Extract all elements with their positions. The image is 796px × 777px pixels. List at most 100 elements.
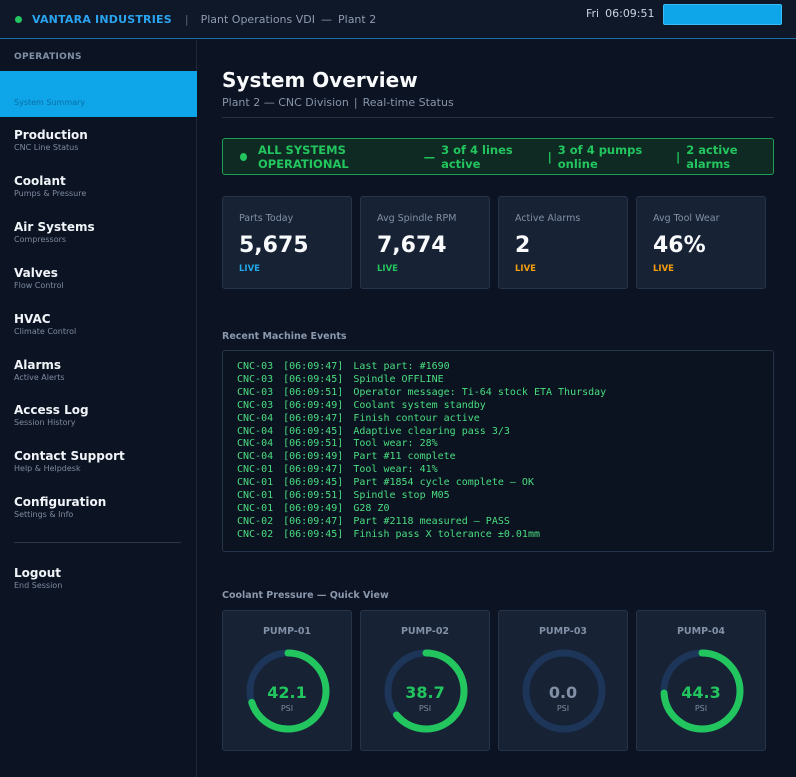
pump-card-03[interactable]: PUMP-03 0.0 PSI — [498, 610, 628, 751]
pump-pressure-value: 42.1 — [267, 683, 307, 702]
title-divider — [222, 117, 774, 118]
pump-gauge — [660, 649, 744, 733]
stat-card-avg-tool-wear: Avg Tool Wear 46% LIVE — [636, 196, 766, 289]
pump-gauge — [246, 649, 330, 733]
log-timestamp: [06:09:51] — [283, 490, 344, 502]
stat-card-active-alarms: Active Alarms 2 LIVE — [498, 196, 628, 289]
stat-label: Avg Spindle RPM — [377, 213, 457, 224]
log-line: CNC-01 [06:09:47] Tool wear: 41% — [237, 464, 759, 477]
log-machine: CNC-01 — [237, 464, 274, 476]
pump-pressure-unit: PSI — [694, 704, 708, 713]
log-message: Last part: #1690 — [353, 361, 450, 372]
sidebar-item-valves[interactable]: Valves Flow Control — [14, 266, 64, 291]
pump-pressure-value: 44.3 — [681, 683, 721, 702]
sidebar-item-label: Contact Support — [14, 449, 125, 463]
log-timestamp: [06:09:51] — [283, 438, 344, 450]
pump-pressure-unit: PSI — [556, 704, 570, 713]
pump-pressure-value: 0.0 — [548, 683, 578, 702]
gauge-fill-arc — [660, 649, 744, 733]
stat-label: Active Alarms — [515, 213, 581, 224]
brand-separator: | — [184, 12, 189, 26]
log-machine: CNC-01 — [237, 477, 274, 489]
log-machine: CNC-03 — [237, 373, 274, 385]
top-action-button[interactable] — [663, 4, 782, 25]
log-timestamp: [06:09:49] — [283, 399, 344, 411]
pump-card-02[interactable]: PUMP-02 38.7 PSI — [360, 610, 490, 751]
page-subtitle-division: Plant 2 — CNC Division — [222, 96, 349, 109]
log-timestamp: [06:09:45] — [283, 425, 344, 437]
status-ok-dot — [240, 152, 247, 161]
pump-card-04[interactable]: PUMP-04 44.3 PSI — [636, 610, 766, 751]
sidebar-item-sub: End Session — [14, 581, 63, 590]
sidebar-item-air-systems[interactable]: Air Systems Compressors — [14, 220, 95, 245]
brand-name: VANTARA INDUSTRIES — [32, 12, 172, 26]
sidebar-item-alarms[interactable]: Alarms Active Alerts — [14, 358, 65, 383]
log-message: Adaptive clearing pass 3/3 — [353, 425, 510, 437]
pump-name: PUMP-04 — [676, 626, 726, 637]
pump-gauge — [522, 649, 606, 733]
sidebar-item-logout[interactable]: Logout End Session — [14, 566, 62, 591]
sidebar-item-sub: Pumps & Pressure — [14, 189, 87, 198]
log-machine: CNC-02 — [237, 528, 274, 540]
sidebar-item-access-log[interactable]: Access Log Session History — [14, 403, 89, 428]
log-line: CNC-01 [06:09:51] Spindle stop M05 — [237, 490, 759, 503]
log-message: Spindle OFFLINE — [353, 373, 444, 385]
log-machine: CNC-02 — [237, 515, 274, 527]
pump-name: PUMP-02 — [400, 626, 450, 637]
stat-live-tag: LIVE — [377, 264, 398, 274]
log-timestamp: [06:09:47] — [283, 412, 344, 424]
log-message: Part #1854 cycle complete — OK — [353, 477, 534, 489]
log-message: Tool wear: 28% — [353, 438, 438, 450]
stat-value: 2 — [515, 233, 531, 258]
stat-live-tag: LIVE — [515, 264, 536, 274]
sidebar-item-sub: System Summary — [14, 98, 86, 107]
system-status-banner: ALL SYSTEMS OPERATIONAL — 3 of 4 lines a… — [222, 138, 774, 175]
gauge-fill-arc — [246, 649, 330, 733]
log-line: CNC-03 [06:09:45] Spindle OFFLINE — [237, 374, 759, 387]
events-section-title: Recent Machine Events — [222, 331, 347, 342]
log-line: CNC-04 [06:09:51] Tool wear: 28% — [237, 438, 759, 451]
sidebar-item-production[interactable]: Production CNC Line Status — [14, 128, 88, 153]
sidebar-item-label: Coolant — [14, 174, 66, 188]
sidebar-item-sub: CNC Line Status — [14, 143, 79, 152]
sidebar-item-contact-support[interactable]: Contact Support Help & Helpdesk — [14, 449, 125, 474]
banner-sep: | — [675, 149, 681, 164]
clock-time: 06:09:51 — [605, 7, 655, 20]
page-subtitle-sep: | — [353, 96, 358, 109]
pump-gauge — [384, 649, 468, 733]
session-label: Plant Operations VDI — Plant 2 — [201, 13, 377, 26]
sidebar-item-sub: Compressors — [14, 235, 67, 244]
sidebar-item-coolant[interactable]: Coolant Pumps & Pressure — [14, 174, 86, 199]
pump-pressure-value: 38.7 — [405, 683, 445, 702]
stat-live-tag: LIVE — [239, 264, 260, 274]
sidebar-item-sub: Active Alerts — [14, 373, 65, 382]
log-line: CNC-04 [06:09:49] Part #11 complete — [237, 451, 759, 464]
log-line: CNC-03 [06:09:49] Coolant system standby — [237, 400, 759, 413]
stat-value: 5,675 — [239, 233, 309, 258]
sidebar-item-system-summary[interactable]: System Summary — [0, 71, 197, 117]
sidebar-item-hvac[interactable]: HVAC Climate Control — [14, 312, 76, 337]
machine-events-log[interactable]: CNC-03 [06:09:47] Last part: #1690 CNC-03 [… — [222, 350, 774, 552]
stat-label: Parts Today — [239, 213, 294, 224]
sidebar-item-label: Access Log — [14, 403, 89, 417]
connection-status-dot — [15, 15, 22, 23]
banner-dash: — — [423, 149, 436, 164]
banner-status: ALL SYSTEMS OPERATIONAL — [258, 142, 349, 171]
sidebar-section-title: OPERATIONS — [14, 52, 82, 62]
sidebar-item-configuration[interactable]: Configuration Settings & Info — [14, 495, 106, 520]
log-timestamp: [06:09:51] — [283, 386, 344, 398]
gauge-track — [522, 649, 606, 733]
sidebar-item-label: Production — [14, 128, 88, 142]
pump-card-01[interactable]: PUMP-01 42.1 PSI — [222, 610, 352, 751]
sidebar-divider — [14, 542, 181, 543]
clock: Fri 06:09:51 — [586, 7, 655, 20]
log-message: Coolant system standby — [353, 399, 486, 411]
pump-pressure-unit: PSI — [418, 704, 432, 713]
vdi-dash: — — [321, 12, 332, 26]
sidebar-item-sub: Session History — [14, 418, 76, 427]
gauge-fill-arc — [384, 649, 468, 733]
log-line: CNC-02 [06:09:45] Finish pass X tolerance … — [237, 529, 759, 542]
log-machine: CNC-01 — [237, 490, 274, 502]
log-machine: CNC-04 — [237, 438, 274, 450]
log-machine: CNC-03 — [237, 361, 274, 372]
